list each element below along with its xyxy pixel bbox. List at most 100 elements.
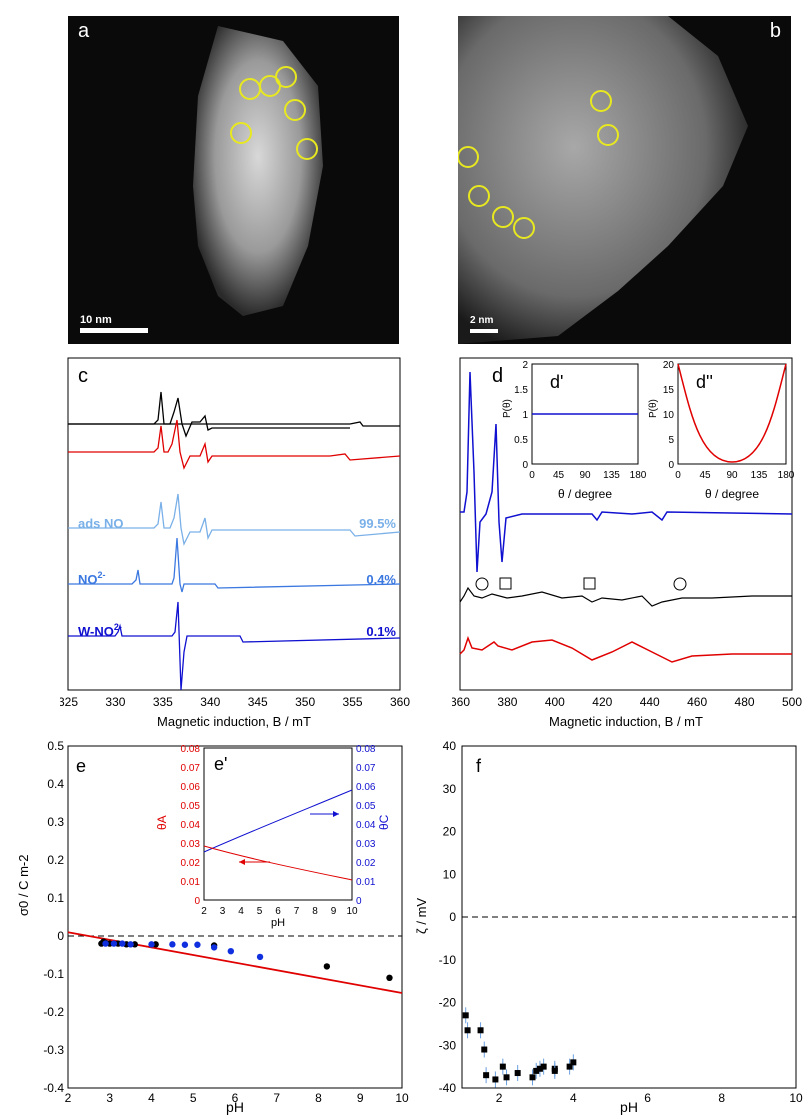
label-ads-no: ads NO <box>78 516 124 531</box>
inset-ytick-left-8: 0 <box>194 896 200 907</box>
x-tick-d-1: 380 <box>497 695 517 709</box>
inset-ytick-d2-2: 10 <box>663 410 675 421</box>
inset-xtick-e-4: 6 <box>275 906 281 917</box>
inset-d-double-prime: d'' P(θ) θ / degree 0 5 10 15 20 0 45 90 135 180 <box>648 360 795 501</box>
inset-ytick-right-3: 0.05 <box>356 801 376 812</box>
point-f-11 <box>536 1065 543 1072</box>
inset-yticks-d-prime: 0 0.5 1 1.5 2 <box>514 360 528 471</box>
x-tick-c-0: 325 <box>60 695 78 709</box>
x-tick-d-5: 460 <box>687 695 707 709</box>
x-axis-ticks-f: 2 4 6 8 10 <box>496 1091 803 1105</box>
x-axis-ticks-d: 360 380 400 420 440 460 480 500 <box>452 695 802 709</box>
point-f-6 <box>499 1063 506 1070</box>
tem-image-b-content <box>458 16 748 344</box>
inset-yticks-left: 0.08 0.07 0.06 0.05 0.04 0.03 0.02 0.01 0 <box>181 744 201 907</box>
marker-square-2 <box>583 577 596 590</box>
point-f-10 <box>533 1067 540 1074</box>
y-tick-e-3: 0.2 <box>47 853 64 867</box>
x-tick-e-7: 9 <box>357 1091 364 1105</box>
y-tick-f-5: -10 <box>439 953 457 967</box>
inset-ytick-d1-4: 2 <box>522 360 528 371</box>
y-axis-label-f: ζ / mV <box>414 898 429 934</box>
inset-xlabel-e: pH <box>271 917 285 929</box>
inset-xtick-e-0: 2 <box>201 906 207 917</box>
x-tick-c-6: 355 <box>343 695 363 709</box>
point-e-1-9 <box>227 948 235 955</box>
trace-no2 <box>68 537 401 593</box>
inset-xtick-d1-0: 0 <box>529 470 535 481</box>
panel-label-c: c <box>78 365 88 387</box>
y-tick-f-1: 30 <box>443 782 457 796</box>
inset-xtick-e-5: 7 <box>294 906 300 917</box>
point-e-1-10 <box>256 953 264 961</box>
point-f-2 <box>477 1027 484 1034</box>
panel-label-f: f <box>476 756 482 776</box>
inset-ytick-d1-3: 1.5 <box>514 385 528 396</box>
panel-label-b: b <box>769 20 781 42</box>
point-f-16 <box>570 1059 577 1066</box>
x-tick-c-4: 345 <box>248 695 268 709</box>
x-tick-c-5: 350 <box>295 695 315 709</box>
inset-yticks-d-double-prime: 0 5 10 15 20 <box>663 360 675 471</box>
y-tick-f-2: 20 <box>443 825 457 839</box>
inset-xticks-d-prime: 0 45 90 135 180 <box>529 470 647 481</box>
x-axis-label-d: Magnetic induction, B / mT <box>549 714 703 729</box>
label-w-no2: W-NO2- <box>78 622 122 639</box>
panel-label-a: a <box>78 20 90 42</box>
point-f-8 <box>514 1070 521 1077</box>
inset-ytick-left-1: 0.07 <box>181 763 201 774</box>
x-tick-e-1: 3 <box>106 1091 113 1105</box>
inset-ytick-right-0: 0.08 <box>356 744 376 755</box>
point-e-1-4 <box>148 941 155 948</box>
y-tick-f-7: -30 <box>439 1038 457 1052</box>
y-axis-ticks-f: 40 30 20 10 0 -10 -20 -30 -40 <box>439 740 457 1095</box>
marker-circle-2 <box>673 577 687 591</box>
y-tick-e-7: -0.2 <box>43 1005 64 1019</box>
inset-ylabel-left: θA <box>155 815 169 830</box>
inset-xtick-e-7: 9 <box>331 906 337 917</box>
inset-xtick-d2-4: 180 <box>778 470 795 481</box>
inset-ytick-left-5: 0.03 <box>181 839 201 850</box>
inset-xtick-d2-0: 0 <box>675 470 681 481</box>
inset-xtick-e-3: 5 <box>257 906 263 917</box>
chart-e: e 0.5 0.4 0.3 0.2 0.1 0 -0.1 -0.2 -0.3 -0.4 2 3 4 5 6… <box>16 740 409 1115</box>
data-points-f <box>462 1007 577 1088</box>
point-f-12 <box>540 1063 547 1070</box>
y-tick-e-0: 0.5 <box>47 740 64 753</box>
x-tick-e-3: 5 <box>190 1091 197 1105</box>
x-tick-d-4: 440 <box>640 695 660 709</box>
marker-square-1 <box>499 577 512 590</box>
trace-w-no2 <box>68 601 401 691</box>
inset-xtick-d2-1: 45 <box>699 470 711 481</box>
inset-xlabel-d-double-prime: θ / degree <box>705 487 759 501</box>
inset-xtick-d1-3: 135 <box>603 470 620 481</box>
inset-ytick-left-2: 0.06 <box>181 782 201 793</box>
x-axis-label-c: Magnetic induction, B / mT <box>157 714 311 729</box>
trace-black-d <box>459 586 792 607</box>
inset-xtick-d1-4: 180 <box>630 470 647 481</box>
trace-simulated <box>68 419 401 470</box>
x-tick-d-3: 420 <box>592 695 612 709</box>
point-e-1-2 <box>119 940 126 947</box>
inset-ytick-left-7: 0.01 <box>181 877 201 888</box>
y-tick-e-9: -0.4 <box>43 1081 64 1095</box>
point-f-9 <box>529 1074 536 1081</box>
inset-ytick-d2-4: 20 <box>663 360 675 371</box>
tem-image-a: a 10 nm <box>68 16 399 344</box>
trace-blue-d <box>460 371 793 573</box>
x-axis-label-e: pH <box>226 1099 244 1115</box>
x-tick-f-0: 2 <box>496 1091 503 1105</box>
trace-red-d <box>459 635 792 663</box>
y-tick-f-3: 10 <box>443 867 457 881</box>
inset-xtick-d1-1: 45 <box>553 470 565 481</box>
x-tick-f-4: 10 <box>789 1091 803 1105</box>
point-e-1-8 <box>210 944 218 951</box>
point-f-14 <box>551 1067 558 1074</box>
point-f-1 <box>464 1027 471 1034</box>
inset-ytick-right-8: 0 <box>356 896 362 907</box>
x-tick-d-7: 500 <box>782 695 802 709</box>
inset-label-d-double-prime: d'' <box>696 372 713 392</box>
point-f-4 <box>483 1072 490 1079</box>
point-f-3 <box>481 1046 488 1053</box>
scale-bar-b <box>470 329 498 333</box>
